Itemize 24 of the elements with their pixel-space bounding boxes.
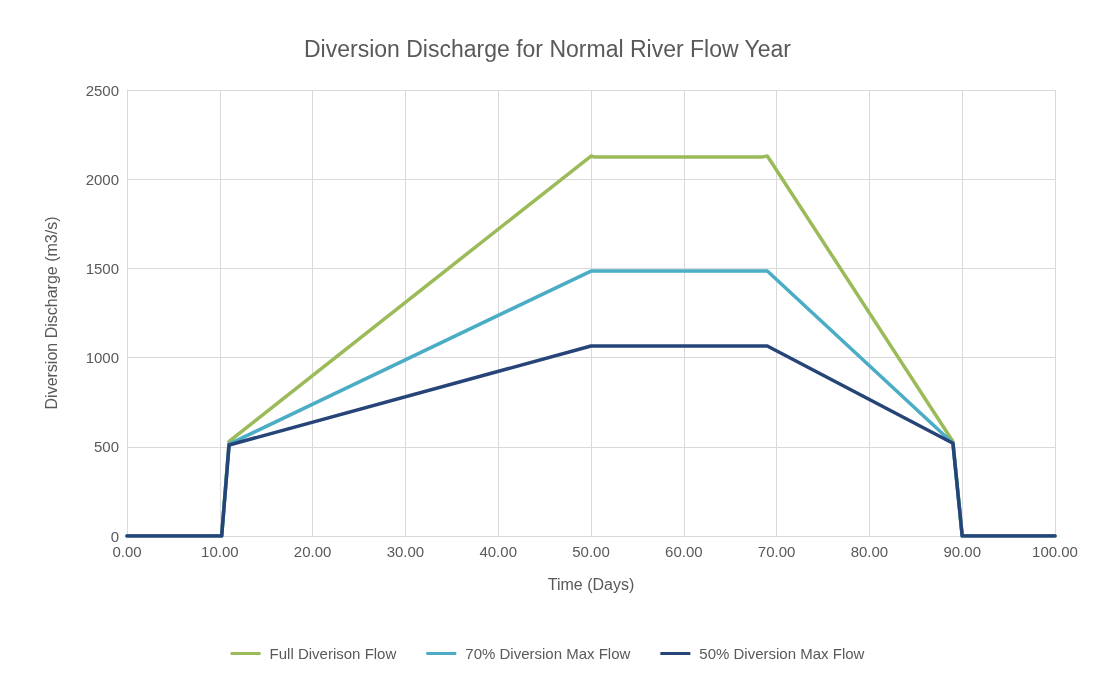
x-tick-label: 90.00 <box>943 543 981 560</box>
x-tick-label: 40.00 <box>479 543 517 560</box>
x-tick-label: 60.00 <box>665 543 703 560</box>
y-tick-label: 500 <box>93 438 119 456</box>
y-tick-label: 2000 <box>85 170 119 188</box>
line-series <box>125 344 1057 538</box>
x-tick-label: 30.00 <box>386 543 425 560</box>
legend-label: 50% Diversion Max Flow <box>699 645 865 662</box>
legend-label: 70% Diversion Max Flow <box>465 645 631 662</box>
chart-title: Diversion Discharge for Normal River Flow Year <box>304 35 792 62</box>
legend-label: Full Diverison Flow <box>269 645 397 662</box>
y-tick-label: 1500 <box>85 259 119 277</box>
y-tick-label: 0 <box>110 527 119 545</box>
x-tick-label: 0.00 <box>112 543 142 560</box>
x-tick-label: 10.00 <box>201 543 239 560</box>
x-tick-label: 20.00 <box>293 543 332 560</box>
x-tick-label: 100.00 <box>1032 543 1078 560</box>
x-tick-label: 70.00 <box>757 543 796 560</box>
x-tick-label: 80.00 <box>850 543 889 560</box>
y-tick-label: 2500 <box>85 81 119 99</box>
x-tick-label: 50.00 <box>572 543 610 560</box>
y-tick-label: 1000 <box>85 349 119 367</box>
x-axis-title: Time (Days) <box>547 575 635 593</box>
y-axis-title: Diversion Discharge (m3/s) <box>42 216 60 410</box>
